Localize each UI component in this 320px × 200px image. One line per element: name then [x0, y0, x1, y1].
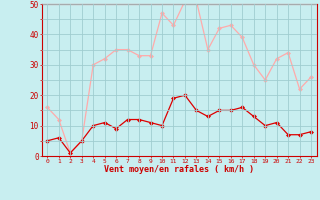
X-axis label: Vent moyen/en rafales ( km/h ): Vent moyen/en rafales ( km/h ) — [104, 165, 254, 174]
